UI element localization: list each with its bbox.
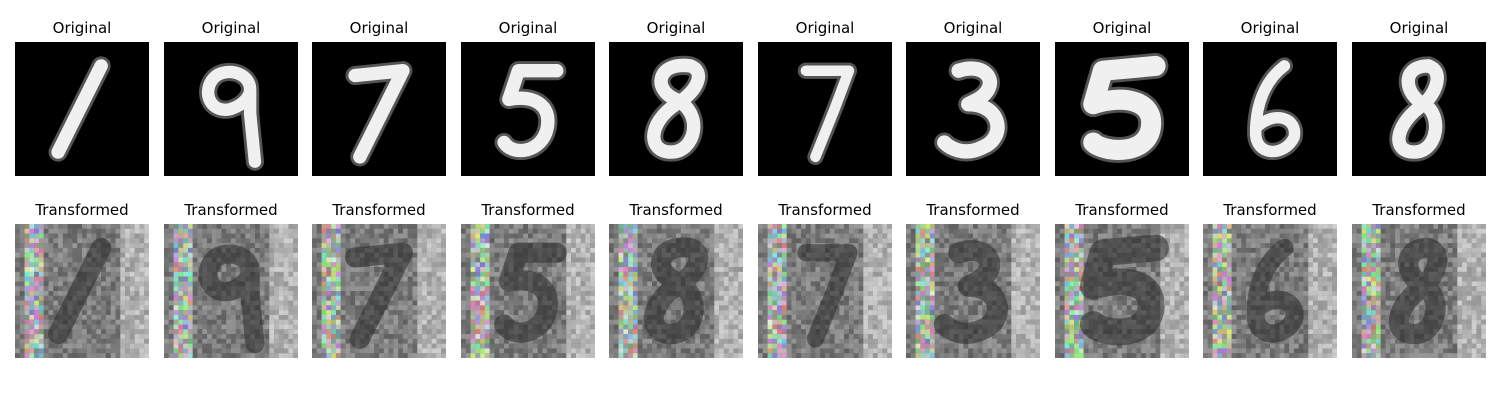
- original-image-digit-5: [1055, 42, 1189, 176]
- original-image-digit-3: [906, 42, 1040, 176]
- original-digit-glyph: [461, 42, 595, 176]
- transformed-digit-glyph: [758, 224, 892, 358]
- original-stroke: [1249, 60, 1301, 158]
- transformed-image-digit-5: [461, 224, 595, 358]
- original-image-digit-9: [164, 42, 298, 176]
- original-image-digit-8: [609, 42, 743, 176]
- transformed-title-2: Transformed: [184, 201, 278, 219]
- original-stroke: [937, 61, 1005, 159]
- transformed-title-1: Transformed: [35, 201, 129, 219]
- original-title-5: Original: [646, 19, 706, 37]
- transformed-image-digit-7: [758, 224, 892, 358]
- original-stroke: [51, 59, 108, 159]
- transformed-title-4: Transformed: [481, 201, 575, 219]
- transformed-digit-glyph: [15, 224, 149, 358]
- original-stroke: [800, 65, 855, 163]
- transformed-image-digit-8: [1352, 224, 1486, 358]
- original-stroke: [1392, 59, 1444, 159]
- transformed-stroke: [1246, 238, 1304, 343]
- transformed-digit-glyph: [461, 224, 595, 358]
- original-image-digit-1: [15, 42, 149, 176]
- transformed-title-7: Transformed: [926, 201, 1020, 219]
- transformed-title-3: Transformed: [332, 201, 426, 219]
- transformed-stroke: [48, 237, 112, 345]
- transformed-stroke: [643, 237, 709, 345]
- original-image-digit-7: [758, 42, 892, 176]
- original-image-digit-8: [1352, 42, 1486, 176]
- original-digit-glyph: [758, 42, 892, 176]
- original-digit-glyph: [312, 42, 446, 176]
- original-stroke: [201, 65, 262, 168]
- transformed-image-digit-8: [609, 224, 743, 358]
- transformed-image-digit-1: [15, 224, 149, 358]
- transformed-image-digit-7: [312, 224, 446, 358]
- original-digit-glyph: [1055, 42, 1189, 176]
- transformed-stroke: [1388, 237, 1448, 345]
- transformed-image-digit-6: [1203, 224, 1337, 358]
- original-stroke: [647, 58, 706, 159]
- transformed-image-digit-3: [906, 224, 1040, 358]
- transformed-digit-glyph: [609, 224, 743, 358]
- transformed-digit-glyph: [164, 224, 298, 358]
- transformed-title-8: Transformed: [1075, 201, 1169, 219]
- original-digit-glyph: [609, 42, 743, 176]
- transformed-stroke: [198, 244, 265, 354]
- transformed-digit-glyph: [1203, 224, 1337, 358]
- transformed-stroke: [494, 242, 567, 343]
- original-stroke: [497, 64, 564, 158]
- transformed-image-digit-9: [164, 224, 298, 358]
- transformed-title-9: Transformed: [1223, 201, 1317, 219]
- original-digit-glyph: [164, 42, 298, 176]
- original-title-7: Original: [943, 19, 1003, 37]
- original-image-digit-5: [461, 42, 595, 176]
- transformed-stroke: [933, 240, 1008, 344]
- transformed-image-digit-5: [1055, 224, 1189, 358]
- original-title-2: Original: [201, 19, 261, 37]
- original-stroke: [1083, 55, 1166, 160]
- transformed-stroke: [1079, 234, 1169, 346]
- original-image-digit-7: [312, 42, 446, 176]
- transformed-digit-glyph: [312, 224, 446, 358]
- transformed-digit-glyph: [906, 224, 1040, 358]
- original-digit-glyph: [906, 42, 1040, 176]
- original-stroke: [348, 64, 410, 164]
- transformed-stroke: [797, 244, 858, 348]
- original-digit-glyph: [1203, 42, 1337, 176]
- transformed-title-6: Transformed: [778, 201, 872, 219]
- original-title-8: Original: [1092, 19, 1152, 37]
- original-digit-glyph: [1352, 42, 1486, 176]
- original-title-1: Original: [52, 19, 112, 37]
- original-digit-glyph: [15, 42, 149, 176]
- original-title-4: Original: [498, 19, 558, 37]
- original-title-6: Original: [795, 19, 855, 37]
- original-image-digit-6: [1203, 42, 1337, 176]
- original-title-3: Original: [349, 19, 409, 37]
- transformed-title-5: Transformed: [629, 201, 723, 219]
- transformed-stroke: [345, 242, 413, 349]
- transformed-digit-glyph: [1352, 224, 1486, 358]
- transformed-digit-glyph: [1055, 224, 1189, 358]
- original-title-9: Original: [1240, 19, 1300, 37]
- original-title-10: Original: [1389, 19, 1449, 37]
- transformed-title-10: Transformed: [1372, 201, 1466, 219]
